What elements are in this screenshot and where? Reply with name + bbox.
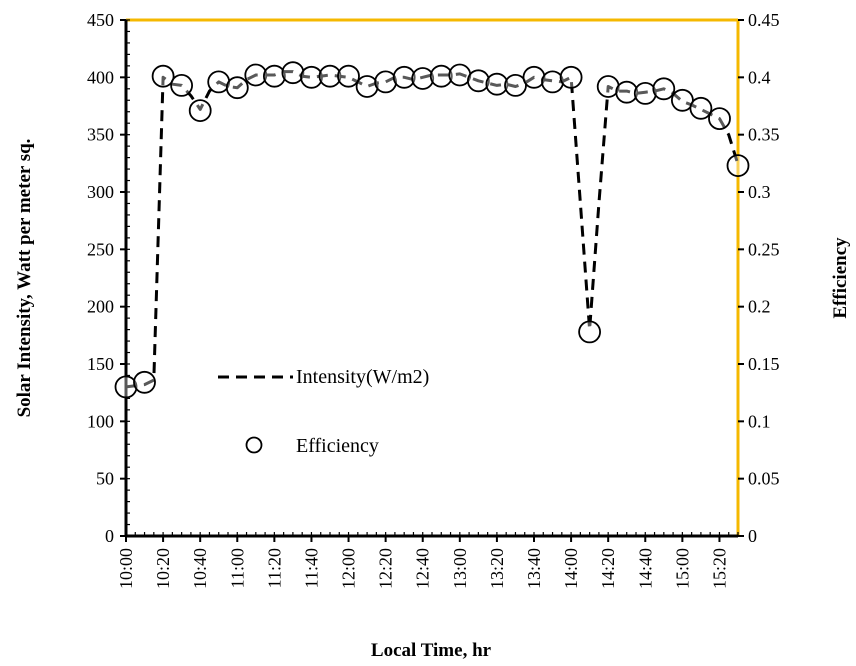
x-tick-label: 14:00 [561, 548, 581, 589]
x-tick-label: 11:40 [301, 548, 321, 588]
x-tick-label: 13:00 [450, 548, 470, 589]
x-tick-label: 13:20 [487, 548, 507, 589]
x-tick-label: 11:00 [227, 548, 247, 588]
x-tick-label: 11:20 [264, 548, 284, 588]
y2-tick-label: 0.25 [748, 239, 780, 259]
y2-tick-label: 0.05 [748, 469, 780, 489]
x-tick-label: 15:20 [709, 548, 729, 589]
x-tick-label: 12:20 [376, 548, 396, 589]
efficiency-point [633, 82, 657, 105]
y-axis-title: Solar Intensity, Watt per meter sq. [14, 139, 35, 418]
efficiency-point [429, 64, 453, 88]
y-tick-label: 400 [87, 67, 114, 87]
y2-tick-label: 0.3 [748, 182, 771, 202]
y2-tick-label: 0 [748, 526, 757, 546]
efficiency-point [578, 320, 601, 344]
y-tick-label: 300 [87, 182, 114, 202]
efficiency-point [466, 69, 490, 93]
efficiency-point [337, 64, 360, 88]
x-tick-label: 14:20 [598, 548, 618, 589]
x-tick-label: 10:40 [190, 548, 210, 589]
efficiency-point [225, 76, 249, 100]
efficiency-point [485, 72, 509, 96]
y2-tick-label: 0.35 [748, 125, 780, 145]
efficiency-point [262, 64, 286, 88]
y-tick-label: 150 [87, 354, 114, 374]
efficiency-point [726, 154, 750, 178]
x-tick-label: 13:40 [524, 548, 544, 589]
x-tick-label: 12:40 [413, 548, 433, 589]
y2-tick-label: 0.4 [748, 67, 771, 87]
efficiency-point [689, 96, 713, 120]
x-tick-label: 14:40 [635, 548, 655, 589]
y2-axis-title: Efficiency [830, 237, 851, 319]
efficiency-point [355, 75, 379, 98]
x-tick-label: 10:00 [116, 548, 136, 589]
efficiency-point [541, 70, 564, 94]
y-tick-label: 350 [87, 125, 114, 145]
x-tick-label: 10:20 [153, 548, 173, 589]
y-tick-label: 0 [105, 526, 114, 546]
y-left-tick-labels: 0 50 100 150 200 250 300 350 400 450 [87, 10, 114, 546]
efficiency-point [133, 370, 156, 394]
x-axis-title: Local Time, hr [371, 640, 492, 661]
legend-circle-symbol [245, 436, 263, 454]
legend: Intensity(W/m2) Efficiency [218, 366, 429, 457]
efficiency-point [188, 99, 212, 122]
efficiency-point [652, 77, 676, 101]
y-tick-label: 50 [96, 469, 114, 489]
efficiency-point [281, 61, 305, 85]
y2-tick-label: 0.2 [748, 297, 771, 317]
y-tick-label: 450 [87, 10, 114, 30]
x-tick-label: 15:00 [672, 548, 692, 589]
x-tick-label: 12:00 [339, 548, 359, 589]
efficiency-point [708, 107, 731, 130]
x-tick-labels: 10:00 10:20 10:40 11:00 11:20 11:40 12:00 12:20… [116, 548, 729, 589]
legend-label-intensity: Intensity(W/m2) [296, 366, 429, 388]
y-right-tick-labels: 0 0.05 0.1 0.15 0.2 0.25 0.3 0.35 0.4 0.45 [748, 10, 780, 546]
y-tick-label: 200 [87, 297, 114, 317]
y2-tick-label: 0.45 [748, 10, 780, 30]
efficiency-point [522, 65, 546, 89]
legend-label-efficiency: Efficiency [296, 435, 379, 457]
efficiency-point [244, 63, 268, 87]
efficiency-point [300, 65, 323, 89]
efficiency-point [411, 67, 435, 90]
efficiency-point [114, 375, 138, 399]
efficiency-point [151, 64, 175, 88]
efficiency-point [318, 64, 342, 88]
marker-layer [114, 61, 750, 399]
efficiency-point [615, 80, 639, 104]
major-ticks [120, 19, 744, 542]
efficiency-point [392, 65, 416, 89]
efficiency-point [559, 65, 583, 89]
y2-tick-label: 0.1 [748, 411, 771, 431]
efficiency-point [170, 74, 194, 97]
efficiency-point [374, 70, 398, 94]
y-tick-label: 100 [87, 411, 114, 431]
y-tick-label: 250 [87, 239, 114, 259]
y2-tick-label: 0.15 [748, 354, 780, 374]
